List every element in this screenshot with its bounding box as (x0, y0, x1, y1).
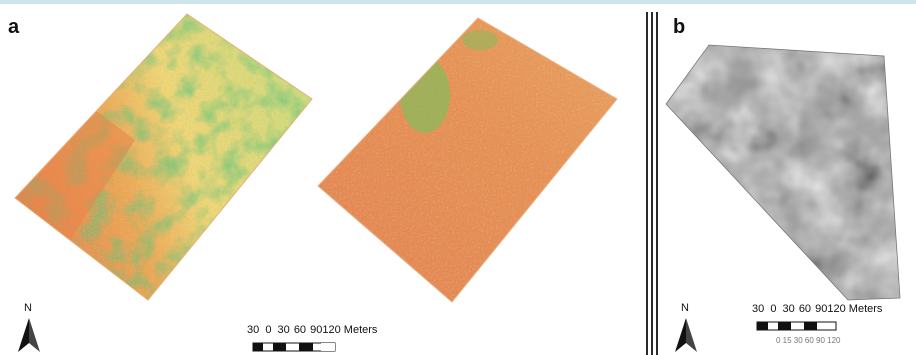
scale-tick-label: 30 (752, 303, 765, 315)
field-boundary-left (14, 13, 313, 301)
scale-labels-b: 30 0 30 60 90120 Meters (752, 303, 882, 315)
scale-tick-label: 90 (815, 303, 828, 315)
scale-tick-label: 120 (322, 324, 341, 336)
panel-label-a: a (8, 16, 20, 38)
panel-label-b: b (673, 16, 686, 38)
panel-divider (651, 12, 653, 355)
scale-tick-label: 30 (782, 303, 795, 315)
scale-tick-label: 0 (265, 324, 272, 336)
field-boundary-right (317, 17, 618, 303)
scale-secondary-labels-b: 0 15 30 60 90 120 (776, 336, 841, 345)
scale-tick-label: 60 (293, 324, 307, 336)
scale-labels-a: 30 0 30 60 90120 Meters (247, 324, 377, 336)
scale-tick-label: 90 (310, 324, 323, 336)
scale-tick-label: 0 (770, 303, 777, 315)
scale-unit: Meters (848, 303, 883, 315)
scale-bar-a (252, 342, 336, 352)
top-border (0, 0, 916, 4)
north-arrow-icon-b (675, 318, 697, 352)
field-boundary-elevation (665, 44, 901, 301)
panel-divider (646, 12, 648, 355)
scale-tick-label: 30 (277, 324, 290, 336)
scale-unit: Meters (343, 324, 378, 336)
north-arrow-icon (18, 318, 40, 352)
north-label: N (24, 302, 32, 314)
scale-tick-label: 60 (798, 303, 812, 315)
scale-tick-label: 120 (827, 303, 846, 315)
panel-divider (656, 12, 658, 355)
elevation-map (666, 45, 900, 300)
scale-tick-label: 30 (247, 324, 260, 336)
ndvi-map-left (15, 14, 312, 300)
scale-bar-b (756, 321, 837, 331)
ndvi-map-right (318, 18, 617, 302)
north-label-b: N (681, 302, 689, 314)
